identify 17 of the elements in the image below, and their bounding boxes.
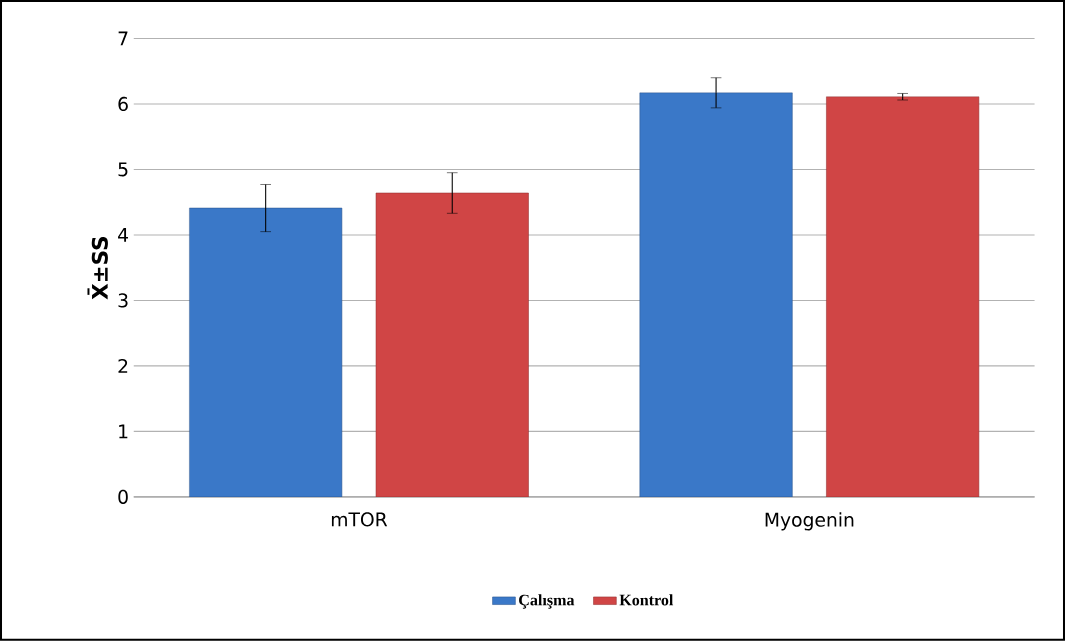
bar [639,92,793,498]
y-tick-label: 1 [119,424,128,439]
y-tick-label: 2 [118,359,128,374]
bar [189,207,343,498]
y-tick-label: 4 [118,228,128,242]
y-axis-title: X̄±SS [87,237,108,300]
y-tick-label: 3 [118,293,128,308]
legend-label: Kontrol [619,594,674,606]
bar [375,192,529,498]
bar [826,96,980,498]
x-tick-label: Myogenin [765,512,854,531]
y-tick-label: 6 [118,97,128,112]
y-tick-label: 5 [118,162,128,177]
y-tick-label: 7 [118,31,128,46]
x-tick-label: mTOR [331,512,388,527]
y-tick-label: 0 [118,489,128,505]
legend-label: Çalışma [519,594,575,609]
